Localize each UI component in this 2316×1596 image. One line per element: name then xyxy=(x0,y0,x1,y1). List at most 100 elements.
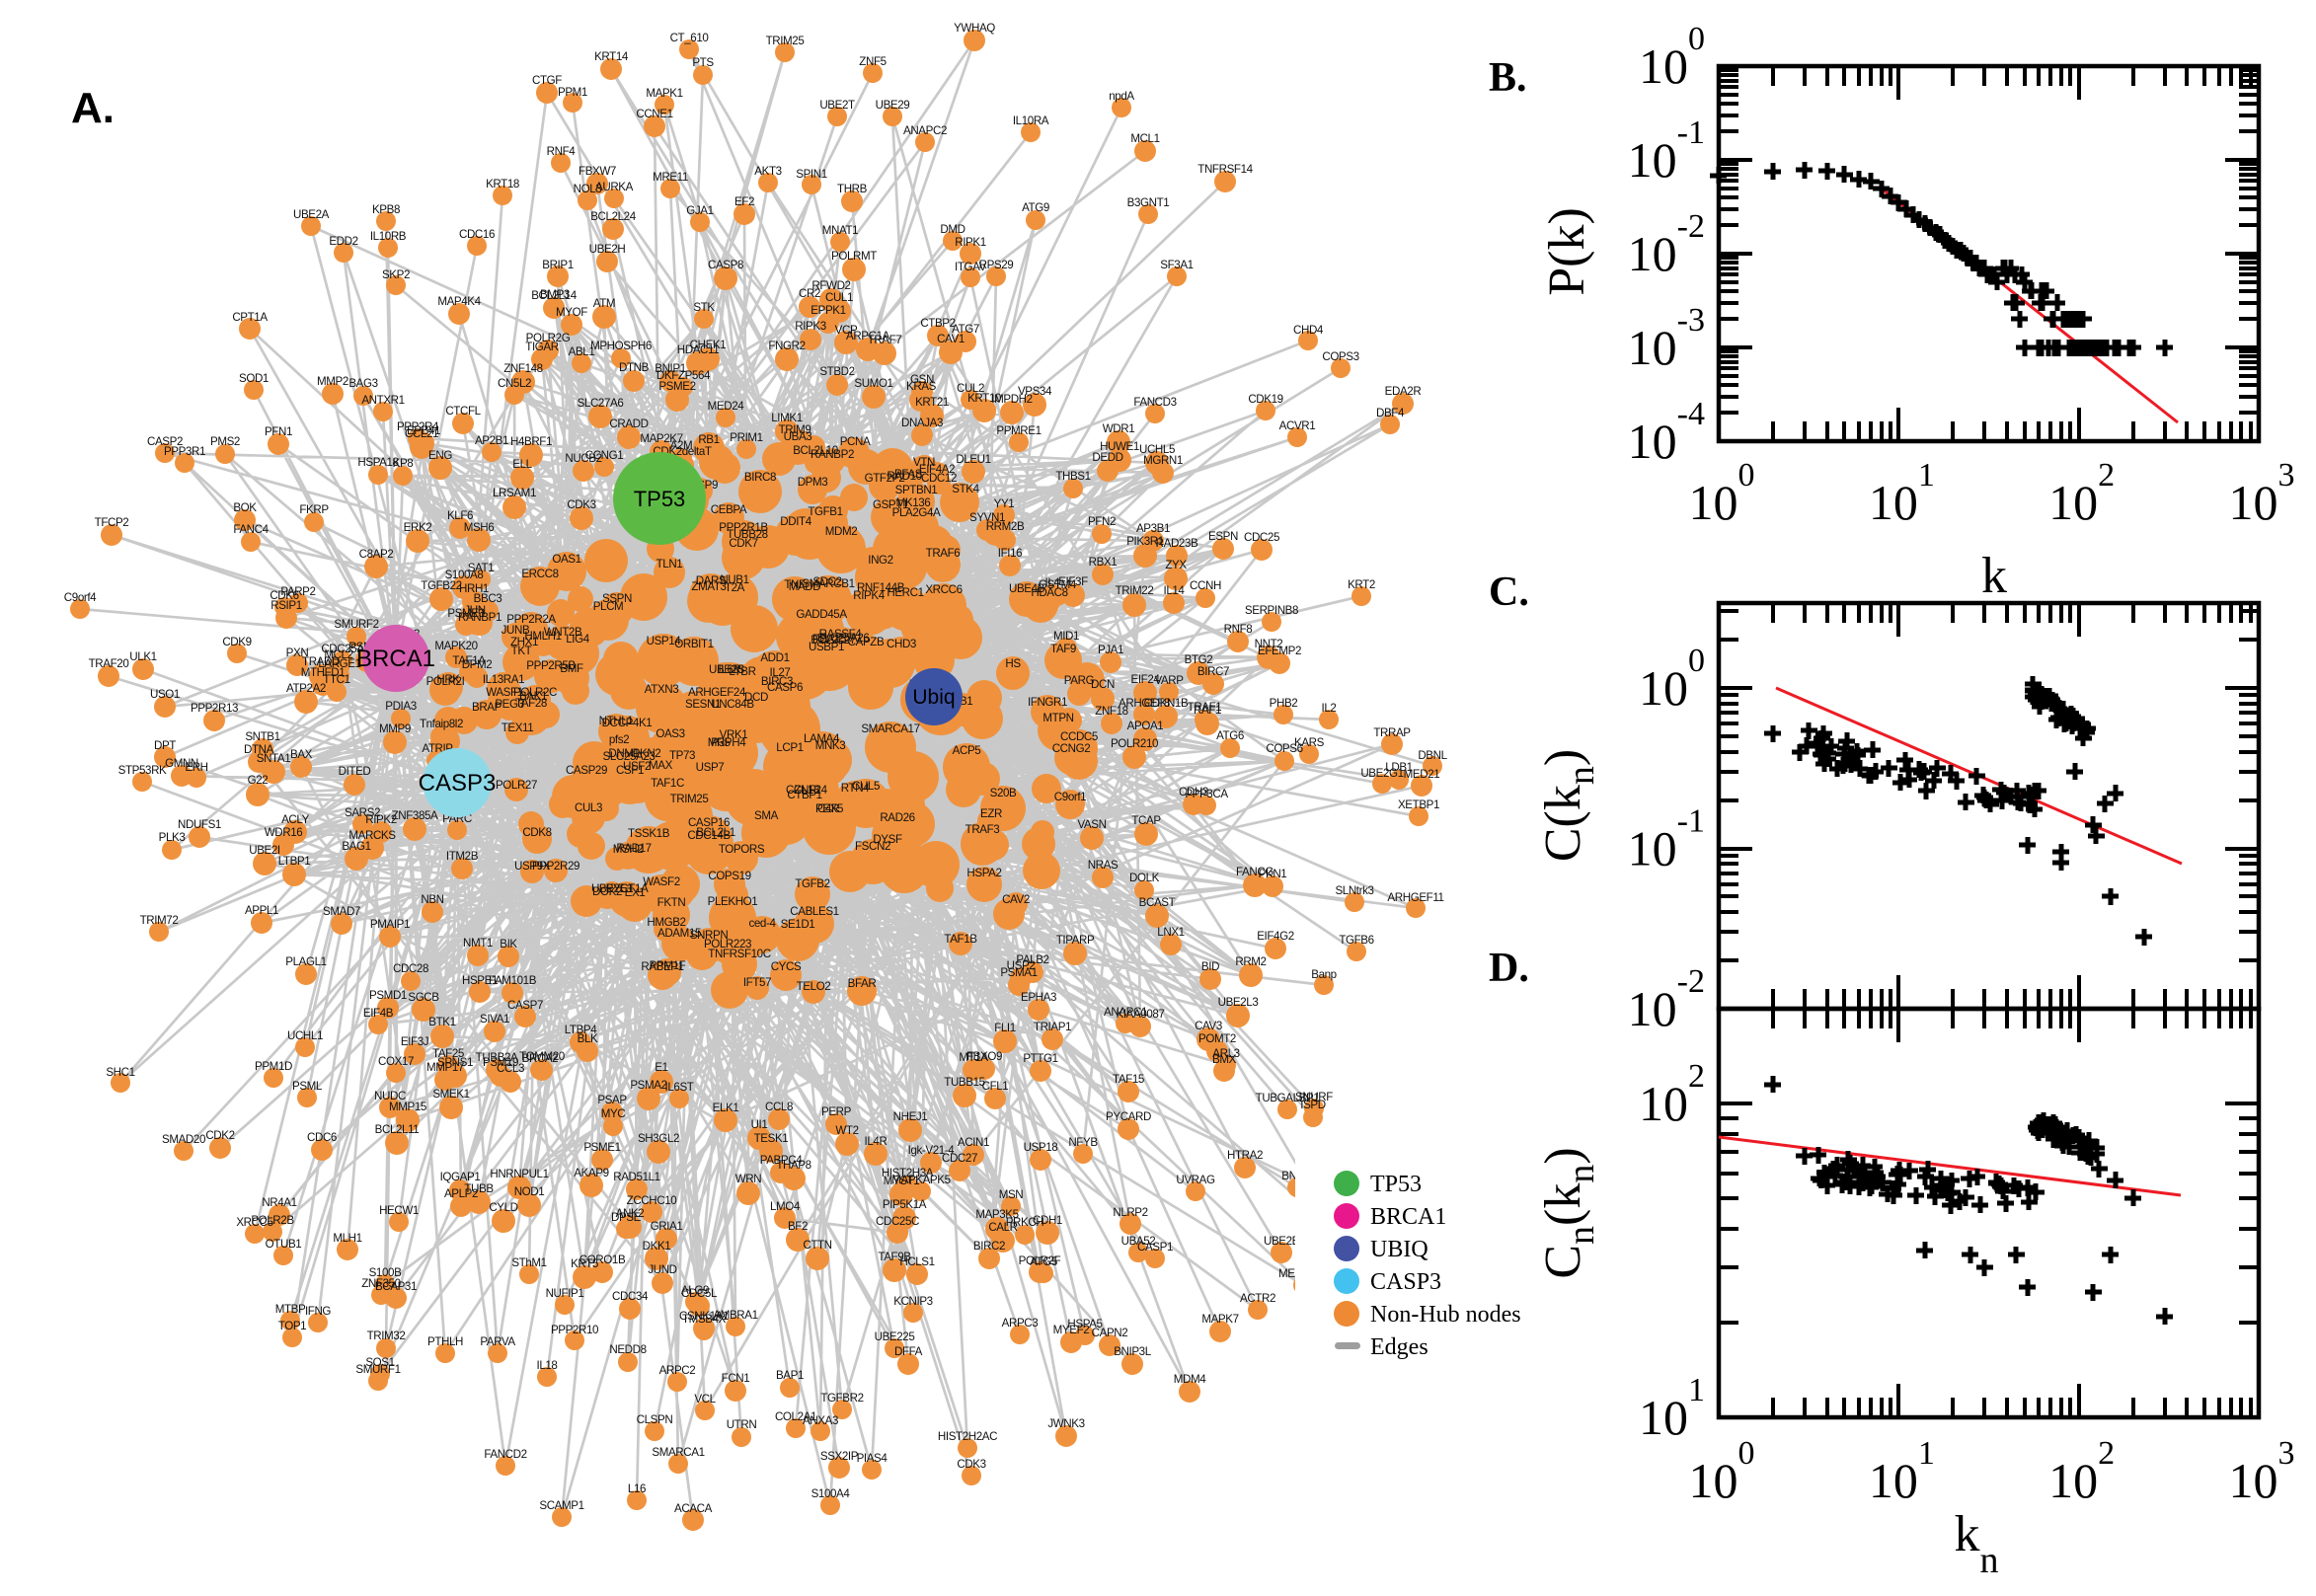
svg-text:PSME1: PSME1 xyxy=(583,1141,620,1154)
svg-text:IL4: IL4 xyxy=(1045,576,1061,589)
svg-text:TRAF3: TRAF3 xyxy=(965,823,1000,836)
svg-text:TEX11: TEX11 xyxy=(502,722,534,734)
svg-text:ATXN3: ATXN3 xyxy=(645,683,679,696)
svg-text:CSF1: CSF1 xyxy=(616,764,644,777)
svg-text:MED21: MED21 xyxy=(1404,768,1440,781)
svg-text:UBE2I: UBE2I xyxy=(249,844,280,857)
svg-text:MTHFD1: MTHFD1 xyxy=(301,666,346,679)
svg-text:PRIM1: PRIM1 xyxy=(730,431,762,444)
svg-text:ERH: ERH xyxy=(185,761,207,774)
svg-text:ARPC2: ARPC2 xyxy=(659,1364,696,1377)
svg-text:THRB: THRB xyxy=(837,183,868,195)
svg-text:UBE29: UBE29 xyxy=(876,99,910,112)
svg-text:BMX: BMX xyxy=(1212,1053,1237,1066)
svg-text:PFN1: PFN1 xyxy=(265,425,292,438)
svg-text:TNFRSF14: TNFRSF14 xyxy=(1197,163,1253,176)
svg-text:A2M: A2M xyxy=(670,439,693,452)
svg-text:B.: B. xyxy=(1489,55,1527,101)
svg-text:PIP5K1A: PIP5K1A xyxy=(883,1198,927,1211)
svg-text:NUB1: NUB1 xyxy=(720,573,748,586)
svg-text:KRT18: KRT18 xyxy=(486,178,519,190)
svg-text:SSX2IP: SSX2IP xyxy=(820,1450,859,1463)
svg-text:WNT2B: WNT2B xyxy=(544,626,582,639)
svg-text:AKAP9: AKAP9 xyxy=(574,1167,608,1179)
svg-text:ZNF350: ZNF350 xyxy=(361,1277,400,1290)
svg-text:TAF25: TAF25 xyxy=(432,1047,464,1060)
svg-text:DTNB: DTNB xyxy=(619,361,650,374)
svg-text:CDC25C: CDC25C xyxy=(876,1215,919,1228)
svg-text:TUBB28: TUBB28 xyxy=(727,528,767,541)
svg-text:TOP1: TOP1 xyxy=(278,1320,306,1332)
svg-text:MAP2K7: MAP2K7 xyxy=(640,432,682,445)
svg-text:ESPN: ESPN xyxy=(1208,530,1238,543)
svg-text:UI1: UI1 xyxy=(751,1118,768,1131)
svg-text:HS: HS xyxy=(1005,657,1021,670)
svg-text:SPNS1: SPNS1 xyxy=(437,1056,473,1069)
svg-text:DMD: DMD xyxy=(940,223,965,236)
svg-text:BFAR: BFAR xyxy=(848,977,877,990)
svg-text:EPHA3: EPHA3 xyxy=(1021,991,1056,1004)
svg-text:MRPH4: MRPH4 xyxy=(708,736,747,749)
svg-text:CDK6: CDK6 xyxy=(270,589,298,602)
svg-text:CCL21: CCL21 xyxy=(405,427,438,440)
svg-text:PPP2R5B: PPP2R5B xyxy=(526,659,576,672)
svg-text:CDH3: CDH3 xyxy=(1179,786,1208,798)
svg-text:CDK3: CDK3 xyxy=(567,498,595,511)
svg-text:LIMK1: LIMK1 xyxy=(771,412,803,424)
svg-text:DLEU1: DLEU1 xyxy=(956,453,990,466)
svg-text:RANBP2: RANBP2 xyxy=(811,448,854,461)
svg-text:COPS6: COPS6 xyxy=(1266,742,1302,755)
svg-text:TSSK1B: TSSK1B xyxy=(628,827,670,840)
svg-text:COPS19: COPS19 xyxy=(708,870,750,882)
svg-text:CCNG1: CCNG1 xyxy=(585,449,624,462)
svg-text:AKT3: AKT3 xyxy=(754,165,781,178)
svg-text:CUL1: CUL1 xyxy=(825,291,853,304)
svg-text:TRIM9: TRIM9 xyxy=(779,423,811,436)
svg-text:MDM2: MDM2 xyxy=(825,525,858,538)
svg-text:FSCN2: FSCN2 xyxy=(855,840,890,853)
svg-text:HRH1: HRH1 xyxy=(459,582,489,595)
svg-text:NEDD8: NEDD8 xyxy=(609,1343,646,1356)
svg-text:ced-4: ced-4 xyxy=(748,917,776,930)
svg-text:ANAPC1: ANAPC1 xyxy=(1104,1006,1147,1019)
svg-text:BRCA1: BRCA1 xyxy=(1370,1204,1446,1230)
svg-text:TRAF6: TRAF6 xyxy=(926,547,961,560)
svg-text:MGRN1: MGRN1 xyxy=(1143,454,1183,467)
svg-text:RRM2B: RRM2B xyxy=(986,520,1025,533)
svg-text:TRIAP1: TRIAP1 xyxy=(1034,1021,1071,1033)
svg-text:CASP16: CASP16 xyxy=(688,816,730,829)
svg-text:PLCM: PLCM xyxy=(593,600,624,613)
svg-text:PSM19: PSM19 xyxy=(483,1056,518,1069)
svg-text:ISPD: ISPD xyxy=(1300,1099,1325,1111)
svg-text:DARS: DARS xyxy=(696,574,727,587)
svg-text:IFT57: IFT57 xyxy=(743,976,771,989)
svg-text:PMS2: PMS2 xyxy=(210,435,240,448)
svg-text:SOS1: SOS1 xyxy=(365,1356,394,1369)
svg-text:IL13RA1: IL13RA1 xyxy=(483,673,524,686)
svg-text:DCD: DCD xyxy=(744,691,768,704)
svg-text:ATG5: ATG5 xyxy=(1030,1255,1057,1268)
svg-text:CDK3: CDK3 xyxy=(957,1458,985,1471)
svg-text:EDA2R: EDA2R xyxy=(1385,385,1422,398)
svg-text:XRCC5: XRCC5 xyxy=(236,1216,272,1229)
svg-text:ARHGEF24: ARHGEF24 xyxy=(688,686,746,699)
svg-text:RB1: RB1 xyxy=(698,433,719,446)
svg-text:SAT1: SAT1 xyxy=(468,562,495,574)
svg-text:SMARCA17: SMARCA17 xyxy=(861,722,919,735)
svg-text:STBD2: STBD2 xyxy=(819,365,854,378)
svg-text:PHB2: PHB2 xyxy=(1270,697,1298,710)
svg-text:BCL2L24: BCL2L24 xyxy=(590,210,636,223)
svg-text:PTTG1: PTTG1 xyxy=(1023,1052,1057,1065)
svg-text:UNC84B: UNC84B xyxy=(711,698,754,711)
svg-text:UBE2E1: UBE2E1 xyxy=(591,882,633,895)
svg-text:MYOF: MYOF xyxy=(556,306,587,319)
svg-text:RPS29: RPS29 xyxy=(979,259,1014,271)
svg-text:S100B: S100B xyxy=(369,1266,402,1279)
svg-text:npdA: npdA xyxy=(1109,90,1134,103)
svg-text:DNM1: DNM1 xyxy=(608,747,639,760)
svg-text:ZNF24: ZNF24 xyxy=(794,784,827,797)
svg-text:SF3A1: SF3A1 xyxy=(1160,259,1193,271)
svg-text:ELK1: ELK1 xyxy=(713,1102,739,1114)
svg-text:ALG9: ALG9 xyxy=(681,1284,709,1297)
svg-text:HCLS1: HCLS1 xyxy=(899,1255,934,1268)
